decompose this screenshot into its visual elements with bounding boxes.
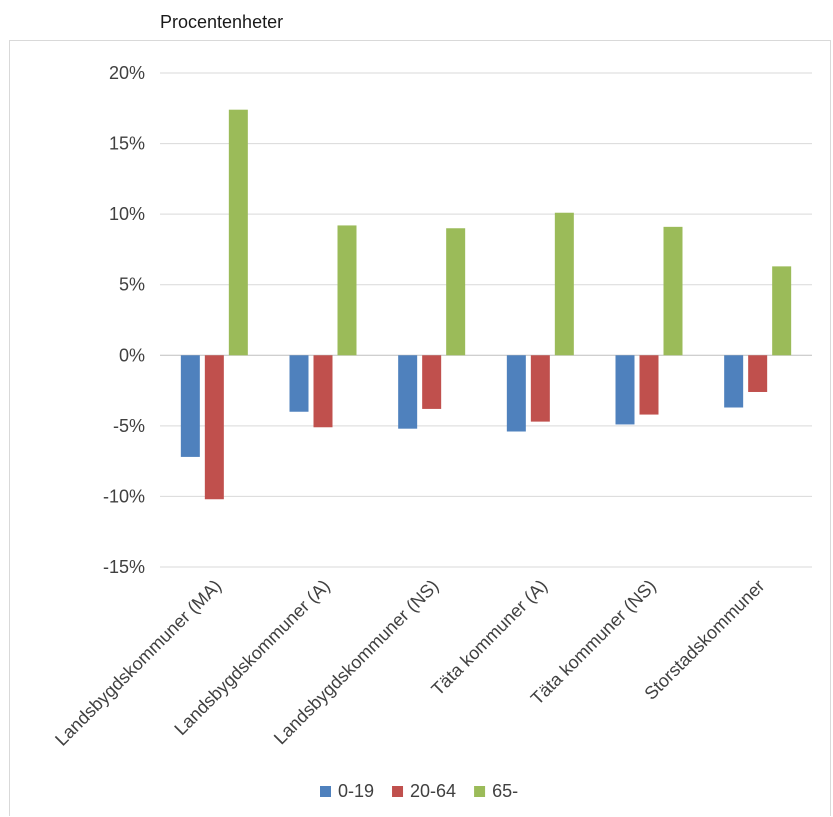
grid-lines bbox=[160, 72, 812, 568]
y-tick-label: 10% bbox=[109, 204, 145, 224]
bar bbox=[313, 355, 333, 428]
legend-swatch bbox=[392, 786, 404, 797]
bar bbox=[748, 355, 768, 392]
bar bbox=[554, 212, 574, 356]
y-tick-label: 0% bbox=[119, 345, 145, 365]
y-tick-label: 5% bbox=[119, 275, 145, 295]
bar bbox=[530, 355, 550, 422]
bar bbox=[615, 355, 635, 425]
category-label: Täta kommuner (NS) bbox=[527, 576, 660, 709]
legend: 0-19 20-64 65- bbox=[320, 781, 518, 801]
bar bbox=[724, 355, 744, 408]
bar bbox=[772, 266, 792, 356]
bar bbox=[228, 109, 248, 356]
legend-swatch bbox=[320, 786, 331, 797]
bar bbox=[398, 355, 418, 429]
bar bbox=[289, 355, 309, 412]
bar bbox=[180, 355, 200, 457]
bar bbox=[337, 225, 357, 356]
y-tick-label: -5% bbox=[113, 416, 145, 436]
bar bbox=[446, 228, 466, 356]
y-tick-label: 20% bbox=[109, 63, 145, 83]
legend-label: 65- bbox=[492, 781, 518, 801]
legend-label: 20-64 bbox=[410, 781, 456, 801]
bar bbox=[639, 355, 659, 415]
y-tick-label: -15% bbox=[103, 557, 145, 577]
chart-frame bbox=[9, 40, 831, 816]
legend-label: 0-19 bbox=[338, 781, 374, 801]
legend-swatch bbox=[474, 786, 486, 797]
y-tick-label: -10% bbox=[103, 486, 145, 506]
bar bbox=[422, 355, 442, 409]
bar bbox=[204, 355, 224, 500]
y-unit-label: Procentenheter bbox=[160, 12, 284, 32]
y-tick-label: 15% bbox=[109, 134, 145, 154]
bars bbox=[180, 109, 792, 500]
category-labels: Landsbygdskommuner (MA)Landsbygdskommune… bbox=[51, 576, 768, 750]
category-label: Täta kommuner (A) bbox=[427, 576, 551, 700]
bar bbox=[506, 355, 526, 432]
y-tick-labels: 20% 15% 10% 5% 0% -5% -10% -15% bbox=[103, 63, 145, 577]
bar bbox=[663, 226, 683, 356]
category-label: Storstadskommuner bbox=[640, 576, 768, 704]
